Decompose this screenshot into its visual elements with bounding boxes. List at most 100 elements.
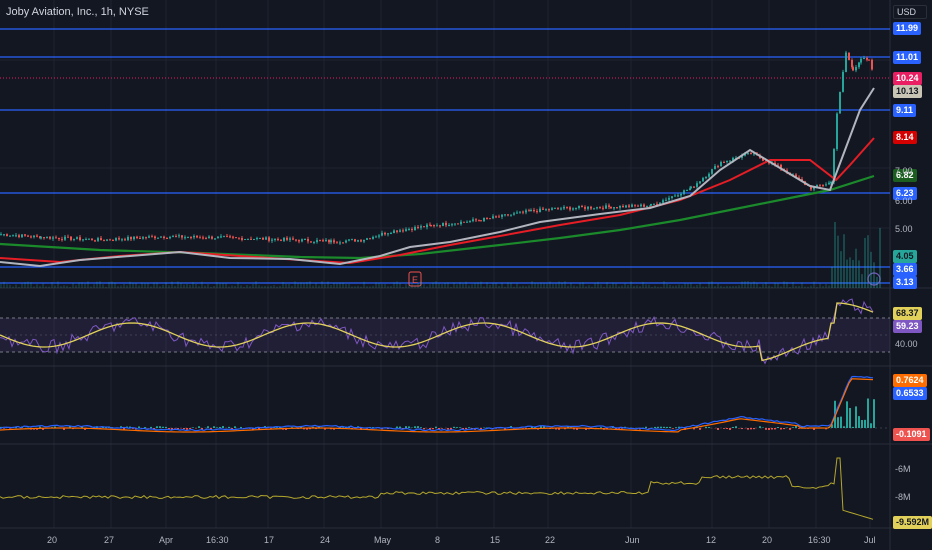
macd-hist-bar: [753, 428, 755, 430]
macd-hist-bar: [657, 426, 659, 428]
macd-hist-bar: [789, 428, 791, 430]
volume-bar: [876, 276, 878, 288]
volume-bar: [492, 283, 494, 288]
macd-hist-bar: [306, 428, 308, 430]
volume-bar: [192, 282, 194, 288]
candle-body: [112, 240, 114, 242]
candle-body: [178, 235, 180, 237]
volume-bar: [618, 286, 620, 288]
candle-body: [52, 237, 54, 239]
volume-bar: [459, 282, 461, 288]
volume-bar: [612, 282, 614, 288]
macd-hist-bar: [153, 428, 155, 430]
volume-bar: [87, 281, 89, 288]
macd-hist-bar: [42, 428, 44, 430]
candle-body: [322, 240, 324, 242]
volume-bar: [363, 281, 365, 288]
macd-hist-bar: [717, 428, 719, 430]
currency-label[interactable]: USD: [893, 5, 927, 19]
candle-body: [345, 240, 347, 243]
macd-hist-bar: [399, 426, 401, 428]
volume-bar: [726, 285, 728, 288]
volume-bar: [357, 285, 359, 288]
candle-body: [825, 184, 827, 186]
volume-bar: [186, 283, 188, 288]
volume-bar: [786, 281, 788, 288]
volume-bar: [849, 257, 851, 288]
macd-hist-bar: [780, 428, 782, 430]
volume-bar: [216, 282, 218, 288]
candle-body: [36, 235, 38, 237]
macd-hist-bar: [162, 426, 164, 428]
volume-bar: [393, 282, 395, 288]
volume-bar: [429, 284, 431, 288]
volume-bar: [39, 286, 41, 288]
volume-bar: [546, 283, 548, 288]
volume-bar: [852, 259, 854, 288]
volume-bar: [747, 281, 749, 288]
candle-body: [336, 242, 338, 244]
volume-bar: [540, 282, 542, 288]
macd-hist-bar: [645, 426, 647, 428]
candle-body: [184, 237, 186, 239]
candle-body: [732, 157, 734, 161]
macd-hist-bar: [564, 428, 566, 430]
volume-bar: [597, 281, 599, 288]
macd-hist-bar: [144, 427, 146, 428]
volume-bar: [846, 259, 848, 288]
candle-body: [235, 237, 237, 239]
candle-body: [100, 238, 102, 241]
volume-bar: [873, 262, 875, 288]
volume-bar: [798, 285, 800, 288]
candle-body: [780, 164, 782, 169]
candle-body: [616, 207, 618, 209]
candle-body: [259, 237, 261, 239]
volume-bar: [51, 282, 53, 288]
earnings-marker-text[interactable]: E: [412, 275, 418, 285]
volume-bar: [21, 283, 23, 288]
candle-body: [366, 238, 368, 240]
volume-bar: [111, 281, 113, 288]
candle-body: [483, 217, 485, 222]
volume-bar: [408, 284, 410, 288]
last-price-label: 10.24: [893, 72, 922, 85]
volume-bar: [6, 284, 8, 288]
volume-bar: [858, 260, 860, 288]
macd-hist-bar: [201, 428, 203, 430]
volume-bar: [252, 283, 254, 288]
candle-body: [480, 220, 482, 222]
macd-hist-bar: [534, 427, 536, 428]
volume-bar: [384, 283, 386, 288]
macd-hist-bar: [54, 426, 56, 428]
symbol-title[interactable]: Joby Aviation, Inc., 1h, NYSE: [6, 6, 149, 18]
candle-body: [525, 210, 527, 213]
volume-bar: [762, 284, 764, 288]
rsi-tick-40: 40.00: [895, 339, 918, 349]
macd-hist-bar: [855, 406, 857, 428]
volume-bar: [504, 286, 506, 288]
macd-hist-bar: [258, 428, 260, 430]
volume-bar: [462, 283, 464, 288]
candle-body: [668, 197, 670, 200]
macd-hist-bar: [708, 427, 710, 428]
candle-body: [151, 236, 153, 238]
candle-body: [91, 238, 93, 241]
volume-bar: [42, 283, 44, 288]
candle-body: [9, 235, 11, 237]
candle-body: [82, 239, 84, 241]
macd-hist-bar: [837, 417, 839, 428]
x-label: 22: [545, 535, 556, 545]
volume-bar: [840, 251, 842, 288]
macd-hist-bar: [660, 426, 662, 428]
candle-body: [810, 185, 812, 190]
volume-bar: [351, 286, 353, 288]
candle-body: [581, 206, 583, 208]
volume-bar: [666, 283, 668, 288]
macd-hist-bar: [228, 426, 230, 428]
candle-body: [292, 238, 294, 240]
candle-body: [139, 238, 141, 240]
volume-bar: [567, 285, 569, 288]
macd-hist-bar: [408, 426, 410, 428]
candle-body: [43, 237, 45, 239]
